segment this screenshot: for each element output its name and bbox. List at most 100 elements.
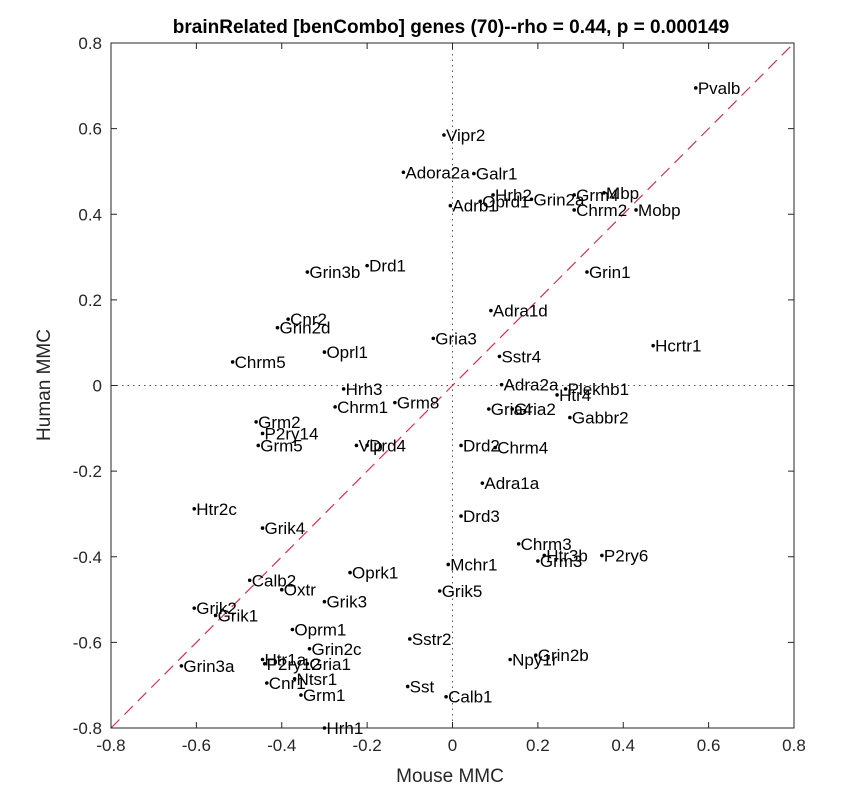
data-point [437,589,442,593]
x-tick-label: -0.8 [96,736,125,755]
data-point [322,350,327,354]
data-point-label: Sst [410,677,435,696]
data-point-group: Grik2 [192,599,237,618]
data-point [459,514,463,518]
data-point-group: Htr3b [542,546,588,565]
data-point [499,382,504,387]
data-point-group: Grin2d [275,319,331,338]
axis-ticks: -0.8 -0.6 -0.4 -0.2 0 0.2 0.4 0.6 0.8 -0.8 -0.6 -0.… [73,34,806,755]
data-point [442,133,446,137]
data-point-label: Chrm2 [576,201,627,220]
data-point-group: Gabbr2 [568,409,629,428]
data-point-label: Htr2c [196,500,237,519]
data-point-group: Oprm1 [290,621,346,640]
data-point-group: Grm1 [299,686,345,705]
data-point [286,317,290,321]
data-point [247,578,252,583]
data-point-label: Pvalb [698,79,741,98]
data-point-label: Adra1d [493,302,548,321]
data-point-label: Mchr1 [450,555,497,574]
data-point-group: Drd1 [365,257,406,276]
data-point [542,553,547,558]
data-point-label: Calb2 [252,571,296,590]
data-point-group: P2ry14 [260,424,318,443]
data-point [444,694,448,699]
data-point-label: Oxtr [284,581,316,600]
data-point-label: Galr1 [476,165,518,184]
data-point-group: Adra1a [480,474,540,493]
data-point [230,360,235,364]
data-point-group: Grin3a [179,657,235,676]
data-point [393,400,397,405]
identity-line [110,42,795,729]
data-point-label: Chrm1 [337,398,388,417]
data-point-group: Chrm1 [333,398,388,417]
data-point-group: Adrb1 [448,197,498,216]
x-tick-label: 0.8 [782,736,806,755]
data-point [480,481,485,485]
data-point-label: Adra2a [504,376,559,395]
data-point [260,526,265,530]
data-point [354,443,359,448]
data-point [290,627,295,632]
data-point-group: Gria1 [305,655,351,674]
data-point-label: Drd1 [369,257,406,276]
data-point-group: Vipr2 [442,126,485,145]
y-tick-label: -0.2 [73,462,102,481]
data-point [179,664,184,668]
data-point [254,420,258,424]
data-point-label: Cnr1 [269,674,306,693]
data-point-group: Npy1r [508,651,558,670]
data-point-label: Npy1r [512,651,558,670]
x-axis-label: Mouse MMC [396,766,504,787]
data-point-group: Grin1 [585,263,631,282]
data-point-group: Grm3 [536,552,582,571]
data-point-group: Htr2c [192,500,237,519]
y-tick-label: 0.2 [78,291,102,310]
data-point [299,693,303,697]
data-point [322,599,327,604]
data-point-group: Galr1 [472,165,517,184]
data-point [431,336,436,341]
data-point [322,726,327,730]
data-point [446,562,451,567]
data-point-label: Grin1 [589,263,631,282]
data-point-group: Hcrtr1 [651,337,701,356]
data-point [448,203,453,208]
data-point [600,553,604,558]
data-point-label: Grm8 [397,394,440,413]
chart-title: brainRelated [benCombo] genes (70)--rho … [173,17,729,38]
data-point-label: Grin2d [279,319,330,338]
data-point-label: Grik3 [326,593,367,612]
data-point-group: Grin2a [529,190,585,209]
data-point-group: Adra2a [499,376,559,395]
y-tick-label: -0.8 [73,719,102,738]
data-point-label: Grik2 [196,599,237,618]
data-point [348,570,352,575]
data-point-label: Oprl1 [326,343,368,362]
data-point-group: Chrm3 [516,535,572,554]
data-point-label: Vipr2 [446,126,485,145]
data-point-group: Cnr2 [286,310,327,329]
data-point [486,407,491,411]
data-point [651,343,655,348]
data-point [694,86,698,90]
reference-lines [110,42,795,729]
data-point [634,208,638,212]
data-point-label: Grin3b [309,263,360,282]
data-point [213,613,218,618]
data-point-group: Vip [354,436,383,455]
data-point-label: P2ry6 [604,546,648,565]
data-point [292,676,297,681]
data-point [265,681,269,685]
data-point-label: Ntsr1 [297,670,338,689]
data-point [555,393,559,397]
data-point [333,405,337,409]
data-point [572,193,576,197]
data-point-label: Chrm3 [521,535,572,554]
y-tick-label: -0.4 [73,548,102,567]
data-point-label: Adra1a [484,474,539,493]
data-point [275,325,280,330]
